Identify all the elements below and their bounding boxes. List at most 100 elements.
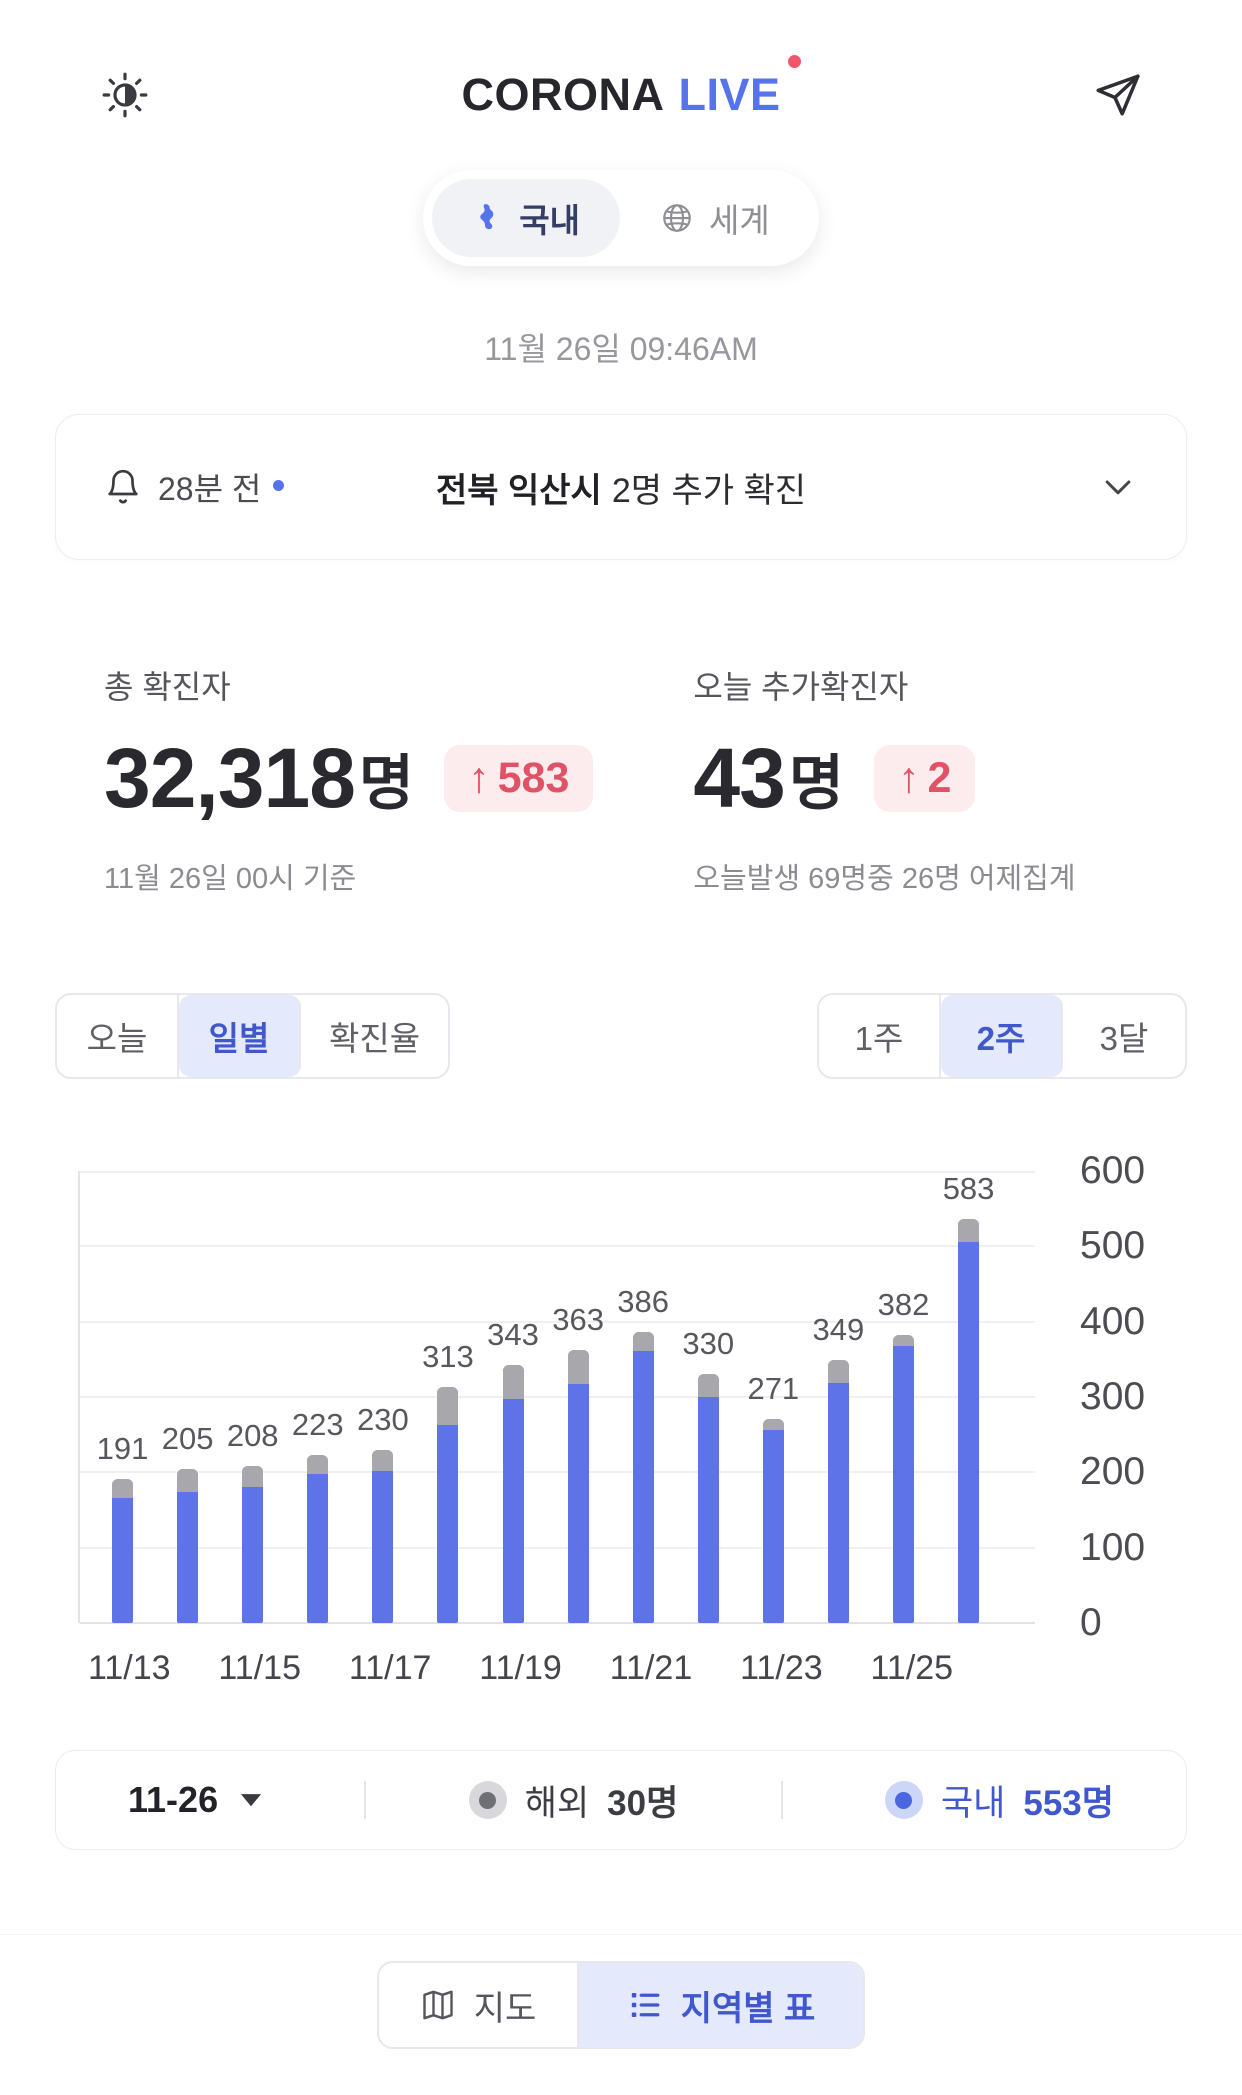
x-axis-tick — [171, 1649, 219, 1688]
notification-card[interactable]: 28분 전 전북 익산시 2명 추가 확진 — [55, 414, 1187, 560]
send-icon — [1092, 70, 1142, 120]
chart-view-tabs: 오늘 일별 확진율 — [55, 993, 451, 1079]
stat-today-label: 오늘 추가확진자 — [693, 669, 909, 705]
bottom-tabs: 지도 지역별 표 — [377, 1961, 865, 2049]
stat-today-note: 오늘발생 69명중 26명 어제집계 — [693, 863, 1076, 895]
x-axis-tick — [301, 1649, 349, 1688]
chart-controls: 오늘 일별 확진율 1주 2주 3달 — [0, 993, 1242, 1079]
bar-domestic-segment — [958, 1219, 980, 1623]
y-axis-tick-300: 300 — [1080, 1375, 1146, 1418]
gridline-400 — [80, 1320, 1035, 1323]
date-selector[interactable]: 11-26 — [128, 1779, 262, 1821]
gridline-600 — [80, 1171, 1035, 1173]
tab-region-table-label: 지역별 표 — [680, 1989, 816, 2028]
chart-bar-11-14[interactable]: 205 — [155, 1171, 220, 1623]
legend-domestic: 국내 553명 — [884, 1775, 1114, 1826]
chart-y-axis: 0 100 200 300 400 500 600 — [1080, 1149, 1192, 1644]
list-icon — [627, 1987, 663, 2023]
bar-domestic-segment — [242, 1466, 264, 1623]
tab-2-weeks[interactable]: 2주 — [941, 995, 1063, 1077]
gridline-500 — [80, 1245, 1035, 1248]
bar-value-label: 343 — [487, 1317, 539, 1352]
bar-domestic-segment — [502, 1365, 524, 1623]
tab-world[interactable]: 세계 — [620, 179, 810, 257]
share-button[interactable] — [1088, 66, 1146, 124]
stats-section: 총 확진자 32,318 명 ↑ 583 11월 26일 00시 기준 오늘 추… — [0, 662, 1242, 897]
bar-domestic-segment — [307, 1455, 329, 1623]
chart-bar-11-21[interactable]: 386 — [611, 1171, 676, 1623]
bar-overseas-segment — [697, 1374, 719, 1397]
bell-icon — [104, 468, 142, 506]
chart-bar-11-20[interactable]: 363 — [546, 1171, 611, 1623]
unread-indicator-dot — [273, 480, 285, 491]
chart-bar-11-16[interactable]: 223 — [285, 1171, 350, 1623]
bar-overseas-segment — [632, 1332, 654, 1351]
notification-region: 전북 익산시 — [435, 471, 602, 510]
map-icon — [420, 1987, 456, 2023]
gridline-300 — [80, 1396, 1035, 1398]
legend-overseas-value: 30명 — [607, 1783, 679, 1823]
bar-overseas-segment — [827, 1360, 849, 1383]
tab-region-table[interactable]: 지역별 표 — [579, 1963, 863, 2047]
x-axis-tick: 11/13 — [88, 1649, 171, 1687]
chart-bar-11-15[interactable]: 208 — [220, 1171, 285, 1623]
tab-3-months[interactable]: 3달 — [1063, 995, 1185, 1077]
chart-bar-11-17[interactable]: 230 — [350, 1171, 415, 1623]
brightness-icon — [101, 71, 149, 119]
region-toggle: 국내 세계 — [423, 170, 819, 266]
gridline-200 — [80, 1471, 1035, 1474]
chart-bar-11-23[interactable]: 271 — [741, 1171, 806, 1623]
stat-total-delta-badge: ↑ 583 — [444, 745, 594, 812]
chart-bar-11-24[interactable]: 349 — [806, 1171, 871, 1623]
x-axis-tick: 11/19 — [479, 1649, 562, 1687]
chart-bar-11-13[interactable]: 191 — [90, 1171, 155, 1623]
theme-toggle-button[interactable] — [96, 66, 154, 124]
bar-value-label: 205 — [161, 1421, 214, 1456]
chart-bar-11-22[interactable]: 330 — [676, 1171, 741, 1623]
tab-today[interactable]: 오늘 — [57, 995, 179, 1077]
tab-1-week[interactable]: 1주 — [819, 995, 941, 1077]
tab-daily[interactable]: 일별 — [179, 995, 301, 1077]
chart-bar-11-25[interactable]: 382 — [871, 1171, 936, 1623]
bar-value-label: 330 — [682, 1326, 735, 1361]
stat-total-delta-value: 583 — [497, 754, 570, 802]
notification-time: 28분 전 — [104, 464, 285, 510]
bar-value-label: 386 — [617, 1284, 670, 1319]
tab-domestic-label: 국내 — [519, 202, 580, 239]
domestic-dot-icon — [884, 1781, 923, 1819]
header: CORONA LIVE — [0, 0, 1242, 124]
legend-overseas-label: 해외 — [524, 1783, 590, 1823]
chart-bar-11-19[interactable]: 343 — [480, 1171, 545, 1623]
logo-text-primary: CORONA — [461, 69, 665, 120]
tab-domestic[interactable]: 국내 — [432, 179, 620, 257]
last-updated-time: 11월 26일 09:46AM — [484, 331, 758, 367]
tab-positivity-rate[interactable]: 확진율 — [301, 995, 449, 1077]
bar-domestic-segment — [372, 1450, 394, 1623]
gridline-100 — [80, 1546, 1035, 1549]
bar-overseas-segment — [372, 1450, 394, 1471]
bar-domestic-segment — [632, 1332, 654, 1623]
chart-bar-11-18[interactable]: 313 — [415, 1171, 480, 1623]
stat-today-confirmed: 오늘 추가확진자 43 명 ↑ 2 오늘발생 69명중 26명 어제집계 — [693, 662, 1075, 897]
chart-plot-area: 191 205 208 223 230 313 343 363 386 330 271 349 382 5… — [78, 1171, 1035, 1624]
selected-date-label: 11-26 — [128, 1779, 219, 1820]
bar-domestic-segment — [762, 1419, 784, 1623]
chart-bar-11-26[interactable]: 583 — [936, 1171, 1001, 1623]
tab-map-label: 지도 — [473, 1989, 537, 2028]
bar-domestic-segment — [697, 1374, 719, 1623]
bar-domestic-segment — [112, 1479, 134, 1623]
live-indicator-dot — [787, 55, 801, 68]
y-axis-tick-200: 200 — [1080, 1450, 1146, 1494]
notification-time-label: 28분 전 — [158, 471, 262, 507]
bar-value-label: 363 — [552, 1302, 604, 1337]
x-axis-tick — [431, 1649, 479, 1688]
tab-map[interactable]: 지도 — [379, 1963, 579, 2047]
x-axis-tick — [562, 1649, 610, 1688]
bar-value-label: 349 — [812, 1312, 865, 1347]
chevron-down-icon[interactable] — [1098, 467, 1138, 507]
legend-domestic-label: 국내 — [940, 1783, 1006, 1823]
x-axis-tick — [692, 1649, 740, 1688]
stat-total-confirmed: 총 확진자 32,318 명 ↑ 583 11월 26일 00시 기준 — [104, 662, 693, 897]
up-arrow-icon: ↑ — [468, 754, 490, 802]
